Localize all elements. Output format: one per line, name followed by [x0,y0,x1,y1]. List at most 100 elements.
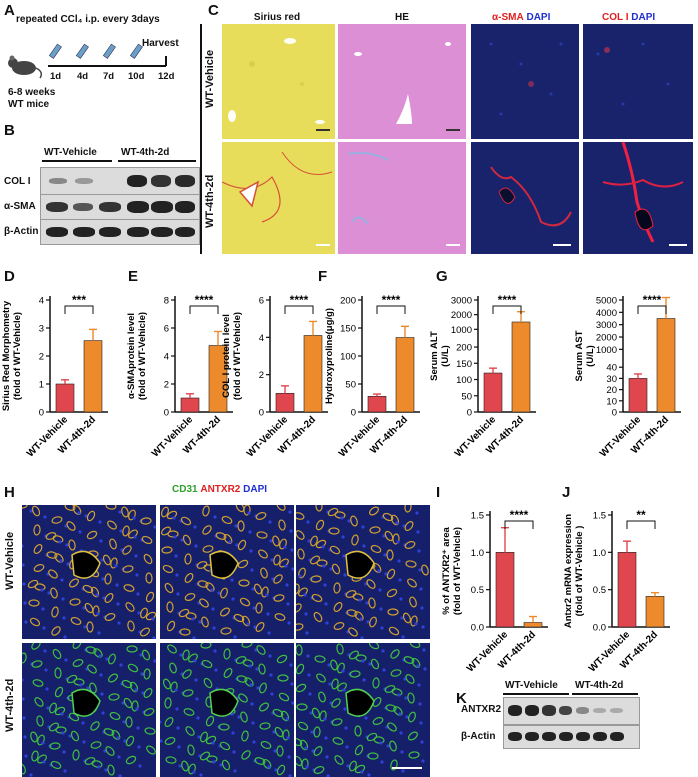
h-title: CD31 ANTXR2 DAPI [172,484,268,495]
h-row-vehicle: WT-Vehicle [4,531,16,590]
mouse-age: 6-8 weeks [8,87,56,98]
e-ytick-label: 6 [164,324,169,335]
blot-k-group-vehicle: WT-Vehicle [505,680,558,691]
sirius-vehicle-image [222,24,335,139]
d-ylabel: Sirius Red Morphometry [1,300,12,411]
e2-ylabel: COL I protein level [221,314,232,398]
asma-treated-image [471,142,579,254]
harvest-label: Harvest [142,38,179,49]
blot-k-row-actin: β-Actin [461,731,496,742]
f-sig-bracket [376,305,406,314]
g-ytick-label: 0 [467,408,472,419]
g2-ytick-label: 3000 [596,320,617,331]
g2-ytick-label: 0 [612,408,617,419]
d-bar-0 [55,383,75,413]
col-header-col1-dapi: COL I DAPI [602,12,656,23]
g2-bar-0 [628,378,648,413]
g-ylabel: Serum ALT [429,331,440,381]
d-ytick-label: 3 [39,324,44,335]
i-ylabel: % of ANTXR2⁺ area [441,527,452,615]
panel-label-b: B [4,122,15,139]
g2-ytick-label: 10 [606,396,617,407]
e-ytick-label: 2 [164,380,169,391]
h-vehicle-image [160,505,294,639]
blot-b-row-actin: β-Actin [4,226,39,237]
e-sig-bracket [189,305,219,314]
panel-label-e: E [128,268,139,285]
i-ytick-label: 0.0 [471,623,484,634]
f-ylabel: Hydroxyproline(μg/g) [324,308,335,404]
g-ytick-label: 1000 [451,325,472,336]
j-ylabel: Antxr2 mRNA expression [563,514,574,628]
i-bar-0 [495,552,515,628]
panel-label-c: C [208,2,219,19]
e2-ylabel: (fold of WT-Vehicle) [232,312,243,400]
h-row-treated: WT-4th-2d [4,678,16,732]
d-ytick-label: 0 [39,408,44,419]
f-bar-0 [367,396,387,413]
he-treated-image [338,142,466,254]
e2-bar-1 [303,335,323,413]
f-ytick-label: 100 [340,352,356,363]
blot-b-group-treated: WT-4th-2d [121,147,170,158]
day-4: 4d [77,71,89,82]
j-sig-bracket [626,520,656,529]
h-treated-image [22,643,156,777]
g-ytick-label: 100 [456,375,472,386]
blot-b-group-vehicle: WT-Vehicle [44,147,97,158]
panel-label-g: G [436,268,448,285]
blot-b-strip-col1 [40,167,200,196]
asma-vehicle-image [471,24,579,139]
panel-label-k: K [456,690,467,707]
g2-sig-label: **** [643,293,662,307]
g2-ylabel: (U/L) [585,345,596,367]
f-sig-label: **** [382,293,401,307]
i-ytick-label: 0.5 [471,585,484,596]
j-bar-0 [617,552,637,628]
g2-ytick-label: 20 [606,385,617,396]
panel-label-h: H [4,484,15,501]
g-ylabel: (U/L) [440,345,451,367]
blot-b-row-asma: α-SMA [4,201,36,212]
g2-ytick-label: 1000 [596,345,617,356]
d-ytick-label: 4 [39,296,44,307]
timeline-title: repeated CCl₄ i.p. every 3days [16,14,160,25]
blot-k-row-antxr2: ANTXR2 [461,704,502,715]
panel-label-j: J [562,484,571,501]
e2-bar-0 [275,393,295,413]
blot-k-group-treated: WT-4th-2d [575,680,624,691]
e-ytick-label: 0 [164,408,169,419]
g2-ytick-label: 30 [606,374,617,385]
day-10: 10d [128,71,145,82]
g-ytick-label: 50 [461,391,472,402]
d-bar-1 [83,340,103,413]
j-ytick-label: 0.0 [593,623,606,634]
col-header-he: HE [395,12,409,23]
d-ylabel: (fold of WT-Vehicle) [12,312,23,400]
h-vehicle-image [296,505,430,639]
blot-k-strip-actin [503,725,640,749]
i-sig-label: **** [510,508,529,522]
j-bar-1 [645,596,665,628]
j-ylabel: (fold of WT-Vehicle ) [574,526,585,617]
d-ytick-label: 1 [39,380,44,391]
timeline-diagram [8,43,167,79]
f-ytick-label: 200 [340,296,356,307]
mouse-icon [8,55,43,79]
j-ytick-label: 1.0 [593,548,606,559]
d-ytick-label: 2 [39,352,44,363]
i-bar-1 [523,622,543,628]
blot-k-strip-antxr2 [503,697,640,725]
e2-ytick-label: 2 [259,370,264,381]
col1-treated-image [583,142,693,254]
i-sig-bracket [504,520,534,529]
h-treated-image [160,643,294,777]
e2-sig-bracket [284,305,314,314]
d-sig-label: *** [72,293,86,307]
e-ytick-label: 8 [164,296,169,307]
e2-sig-label: **** [290,293,309,307]
day-12: 12d [158,71,175,82]
panel-label-a: A [4,2,15,19]
g2-ylabel: Serum AST [574,330,585,381]
